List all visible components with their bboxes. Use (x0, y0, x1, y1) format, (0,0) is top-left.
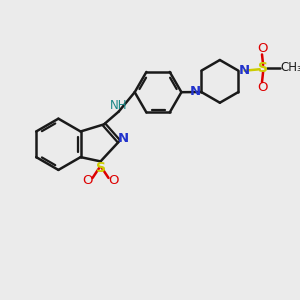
Text: N: N (190, 85, 201, 98)
Text: O: O (257, 42, 267, 55)
Text: CH₃: CH₃ (280, 61, 300, 74)
Text: S: S (258, 61, 268, 75)
Text: N: N (239, 64, 250, 76)
Text: O: O (108, 174, 119, 187)
Text: NH: NH (110, 99, 128, 112)
Text: S: S (95, 161, 106, 175)
Text: N: N (118, 132, 129, 145)
Text: O: O (257, 81, 267, 94)
Text: O: O (82, 174, 93, 187)
